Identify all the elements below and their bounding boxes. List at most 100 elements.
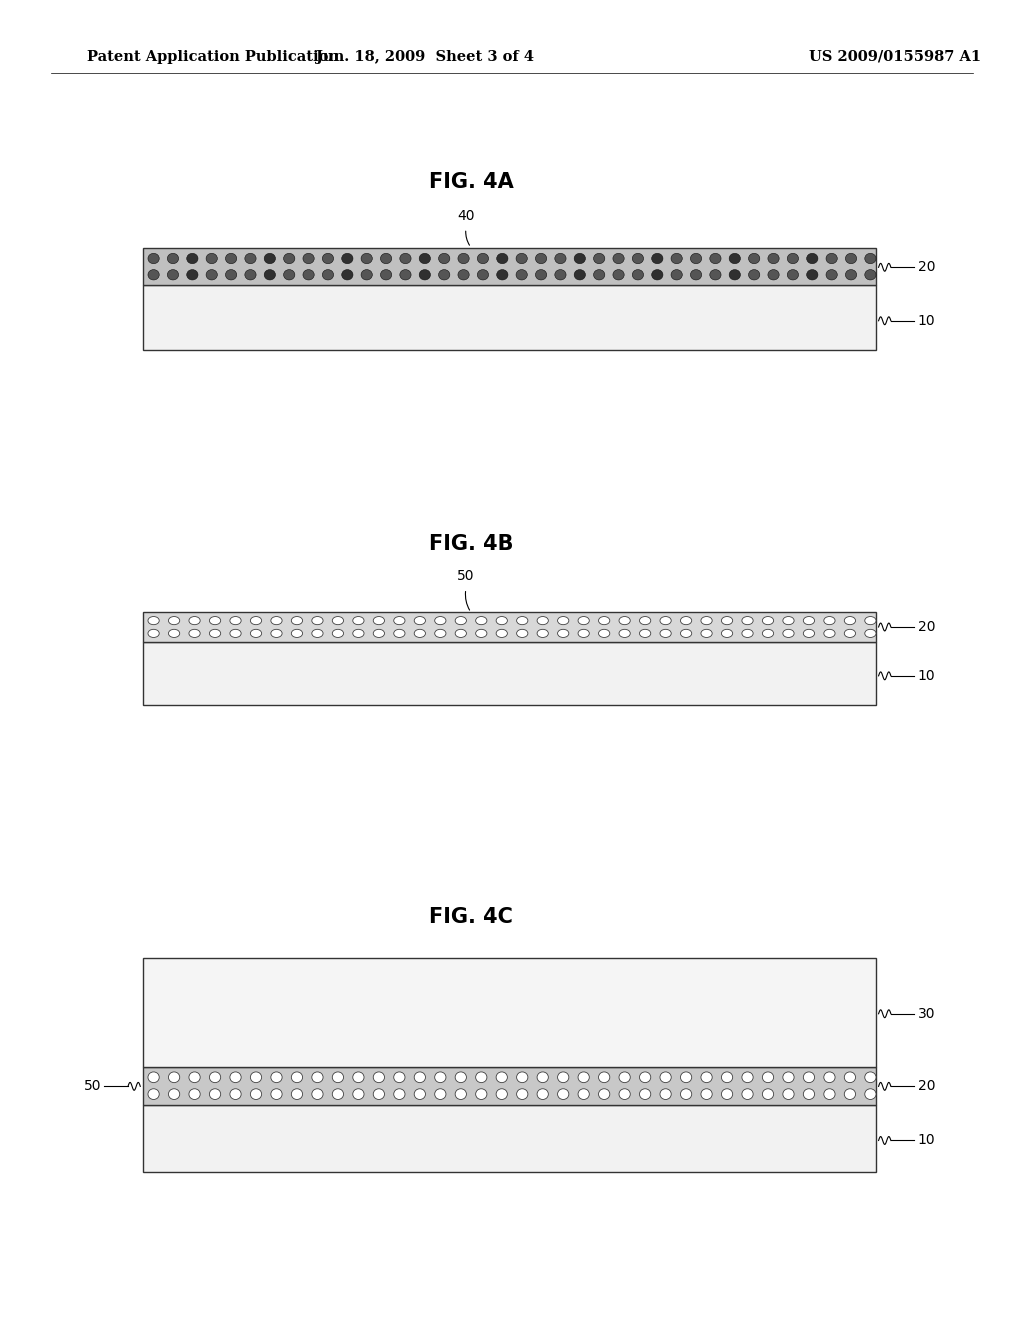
Text: FIG. 4A: FIG. 4A bbox=[429, 172, 513, 193]
Ellipse shape bbox=[782, 1089, 795, 1100]
Ellipse shape bbox=[846, 253, 857, 264]
Ellipse shape bbox=[352, 1089, 365, 1100]
Ellipse shape bbox=[168, 630, 180, 638]
Ellipse shape bbox=[210, 1089, 221, 1100]
Ellipse shape bbox=[826, 253, 838, 264]
Ellipse shape bbox=[414, 616, 426, 624]
Ellipse shape bbox=[599, 1089, 610, 1100]
Ellipse shape bbox=[701, 630, 713, 638]
Ellipse shape bbox=[768, 253, 779, 264]
Ellipse shape bbox=[660, 616, 672, 624]
Ellipse shape bbox=[722, 616, 733, 624]
Ellipse shape bbox=[632, 253, 643, 264]
Ellipse shape bbox=[270, 616, 283, 624]
Bar bbox=[143, 958, 876, 1067]
Ellipse shape bbox=[168, 1072, 180, 1082]
Bar bbox=[143, 642, 876, 705]
Ellipse shape bbox=[475, 630, 487, 638]
Ellipse shape bbox=[435, 616, 446, 624]
Ellipse shape bbox=[579, 616, 590, 624]
Ellipse shape bbox=[782, 616, 795, 624]
Ellipse shape bbox=[599, 1072, 610, 1082]
Ellipse shape bbox=[148, 269, 160, 280]
Ellipse shape bbox=[741, 630, 753, 638]
Ellipse shape bbox=[435, 630, 446, 638]
Ellipse shape bbox=[312, 630, 324, 638]
Ellipse shape bbox=[722, 630, 733, 638]
Ellipse shape bbox=[864, 253, 876, 264]
Ellipse shape bbox=[639, 1089, 651, 1100]
Ellipse shape bbox=[538, 630, 549, 638]
Ellipse shape bbox=[864, 269, 876, 280]
Ellipse shape bbox=[710, 269, 721, 280]
Ellipse shape bbox=[741, 1089, 753, 1100]
Ellipse shape bbox=[250, 1089, 262, 1100]
Text: 20: 20 bbox=[918, 1080, 935, 1093]
Ellipse shape bbox=[823, 630, 836, 638]
Ellipse shape bbox=[148, 630, 160, 638]
Ellipse shape bbox=[516, 253, 527, 264]
Ellipse shape bbox=[660, 630, 672, 638]
Ellipse shape bbox=[803, 1089, 815, 1100]
Ellipse shape bbox=[538, 1089, 549, 1100]
Ellipse shape bbox=[651, 253, 663, 264]
Ellipse shape bbox=[323, 253, 334, 264]
Ellipse shape bbox=[864, 1072, 876, 1082]
Ellipse shape bbox=[516, 269, 527, 280]
Ellipse shape bbox=[632, 269, 643, 280]
Ellipse shape bbox=[225, 269, 237, 280]
Ellipse shape bbox=[558, 630, 569, 638]
Ellipse shape bbox=[844, 630, 856, 638]
Ellipse shape bbox=[729, 269, 740, 280]
Ellipse shape bbox=[270, 1089, 283, 1100]
Bar bbox=[143, 285, 876, 350]
Ellipse shape bbox=[312, 1089, 324, 1100]
Ellipse shape bbox=[189, 1072, 201, 1082]
Ellipse shape bbox=[167, 269, 178, 280]
Ellipse shape bbox=[620, 1089, 631, 1100]
Ellipse shape bbox=[332, 630, 344, 638]
Ellipse shape bbox=[245, 269, 256, 280]
Ellipse shape bbox=[579, 1072, 590, 1082]
Ellipse shape bbox=[419, 269, 430, 280]
Ellipse shape bbox=[690, 253, 701, 264]
Text: 50: 50 bbox=[84, 1080, 101, 1093]
Text: US 2009/0155987 A1: US 2009/0155987 A1 bbox=[809, 50, 981, 63]
Ellipse shape bbox=[475, 616, 487, 624]
Ellipse shape bbox=[475, 1089, 487, 1100]
Text: 10: 10 bbox=[918, 1134, 935, 1147]
Ellipse shape bbox=[749, 269, 760, 280]
Ellipse shape bbox=[729, 253, 740, 264]
Ellipse shape bbox=[225, 253, 237, 264]
Ellipse shape bbox=[230, 1072, 242, 1082]
Ellipse shape bbox=[660, 1072, 672, 1082]
Ellipse shape bbox=[342, 253, 353, 264]
Ellipse shape bbox=[538, 1072, 549, 1082]
Ellipse shape bbox=[270, 1072, 283, 1082]
Ellipse shape bbox=[558, 1072, 569, 1082]
Ellipse shape bbox=[807, 253, 818, 264]
Ellipse shape bbox=[168, 616, 180, 624]
Ellipse shape bbox=[639, 630, 651, 638]
Ellipse shape bbox=[230, 630, 242, 638]
Ellipse shape bbox=[477, 253, 488, 264]
Ellipse shape bbox=[332, 1072, 344, 1082]
Ellipse shape bbox=[613, 253, 625, 264]
Ellipse shape bbox=[517, 1072, 528, 1082]
Ellipse shape bbox=[167, 253, 178, 264]
Bar bbox=[143, 1067, 876, 1105]
Ellipse shape bbox=[332, 616, 344, 624]
Ellipse shape bbox=[361, 269, 373, 280]
Ellipse shape bbox=[475, 1072, 487, 1082]
Ellipse shape bbox=[803, 616, 815, 624]
Ellipse shape bbox=[651, 269, 663, 280]
Ellipse shape bbox=[803, 630, 815, 638]
Ellipse shape bbox=[787, 253, 799, 264]
Ellipse shape bbox=[250, 630, 262, 638]
Ellipse shape bbox=[497, 630, 508, 638]
Ellipse shape bbox=[517, 1089, 528, 1100]
Bar bbox=[143, 612, 876, 642]
Ellipse shape bbox=[186, 269, 198, 280]
Ellipse shape bbox=[373, 616, 385, 624]
Ellipse shape bbox=[497, 616, 508, 624]
